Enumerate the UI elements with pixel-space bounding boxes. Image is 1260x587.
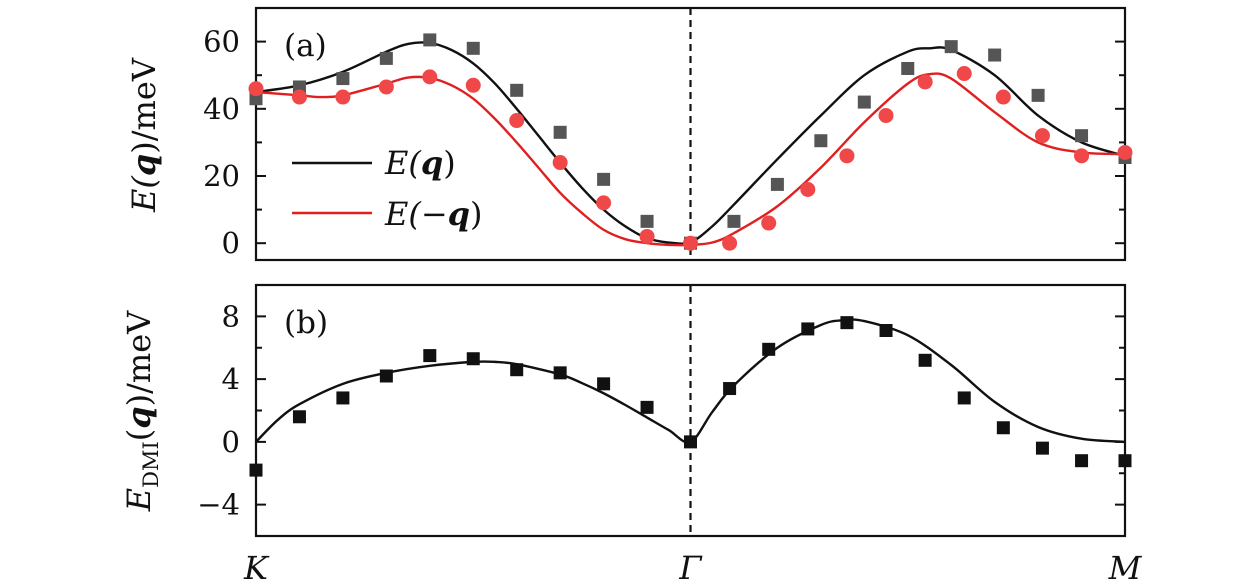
panel-b: −4 0 4 8 (b) EDMI(q)/meV [120,283,1132,538]
data-point-b-1-9 [640,400,654,414]
x-tick-label: K [243,549,270,587]
data-point-b-1-10 [684,435,697,449]
data-point-a-3-14 [839,148,855,164]
y-tick-label: 40 [203,92,240,126]
y-tick-label: 60 [203,25,240,59]
data-point-a-2-8 [597,172,611,186]
data-point-a-2-0 [249,92,263,106]
data-point-b-1-20 [1075,454,1089,468]
data-point-b-1-0 [249,463,263,477]
y-tick-label: 0 [222,226,240,260]
data-point-a-3-5 [465,77,481,93]
data-point-a-3-21 [1117,144,1133,160]
data-point-a-2-6 [510,83,524,97]
data-point-a-2-12 [770,177,784,191]
data-point-b-1-2 [336,391,350,405]
series-line-b-0 [255,318,1126,444]
data-point-a-2-15 [901,61,915,75]
panel-a-points [248,33,1133,251]
data-point-a-3-6 [509,113,525,129]
data-point-b-1-1 [292,410,306,424]
data-point-b-1-7 [553,366,567,380]
data-point-a-3-11 [722,235,738,251]
y-tick-label: 4 [222,362,240,396]
data-point-b-1-4 [423,349,437,363]
data-point-a-2-18 [1031,88,1045,102]
panel-b-label: (b) [284,305,328,341]
data-point-b-1-5 [466,352,480,366]
data-point-a-3-0 [248,81,264,97]
data-point-b-1-17 [957,391,971,405]
x-tick-label: Γ [678,549,703,587]
y-tick-label: 0 [222,425,240,459]
data-point-a-3-16 [917,74,933,90]
data-point-a-2-7 [553,125,567,139]
x-tick-label: M [1108,549,1143,587]
data-point-b-1-12 [762,342,776,356]
data-point-a-3-4 [422,69,438,85]
panel-b-axes: −4 0 4 8 [197,284,1125,537]
data-point-a-3-2 [335,89,351,105]
panel-a-legend: E(q) E(−q) [292,144,483,233]
data-point-a-2-1 [292,80,306,94]
data-point-b-1-11 [723,382,737,396]
data-point-b-1-8 [597,377,611,391]
data-point-a-3-15 [878,108,894,124]
data-point-b-1-6 [510,363,524,377]
data-point-b-1-3 [379,369,393,383]
y-tick-label: 20 [203,159,240,193]
data-point-a-3-7 [552,155,568,171]
data-point-a-3-17 [956,66,972,82]
data-point-b-1-18 [996,421,1010,435]
data-point-a-2-5 [466,41,480,55]
y-tick-label: −4 [197,488,240,522]
data-point-b-1-13 [801,322,815,336]
data-point-a-3-13 [800,181,816,197]
panel-a-label: (a) [284,28,327,64]
data-point-b-1-19 [1035,441,1049,455]
y-tick-label: 8 [222,299,240,333]
data-point-a-2-13 [814,134,828,148]
data-point-b-1-16 [918,353,932,367]
data-point-a-2-19 [1075,129,1089,143]
legend-text-e-minus-q: E(−q) [384,195,483,233]
data-point-a-3-19 [1034,128,1050,144]
data-point-a-2-16 [944,40,958,54]
data-point-a-2-9 [640,214,654,228]
legend-text-e-q: E(q) [384,144,456,182]
panel-a-axes: 0 20 40 60 [203,7,1125,260]
data-point-a-2-17 [988,48,1002,62]
panel-b-ylabel: EDMI(q)/meV [120,310,163,512]
data-point-a-3-18 [995,89,1011,105]
data-point-a-3-20 [1074,148,1090,164]
data-point-a-3-9 [639,228,655,244]
panel-b-points [249,316,1132,477]
data-point-a-3-3 [378,79,394,95]
data-point-a-2-4 [423,33,437,47]
data-point-b-1-15 [879,323,893,337]
data-point-b-1-21 [1118,454,1132,468]
data-point-a-2-3 [379,51,393,65]
series-line-a-1 [255,72,1126,247]
data-point-a-2-2 [336,72,350,86]
data-point-a-3-1 [291,89,307,105]
data-point-a-2-14 [857,95,871,109]
data-point-a-3-10 [683,235,698,251]
data-point-a-3-8 [596,195,612,211]
data-point-a-3-12 [761,215,777,231]
data-point-a-2-11 [727,214,741,228]
panel-a-ylabel: E(q)/meV [125,57,163,213]
data-point-b-1-14 [840,316,854,330]
panel-a: 0 20 40 60 (a) E(q) E(−q) E(q)/meV [125,6,1133,262]
panel-b-lines [255,318,1126,444]
